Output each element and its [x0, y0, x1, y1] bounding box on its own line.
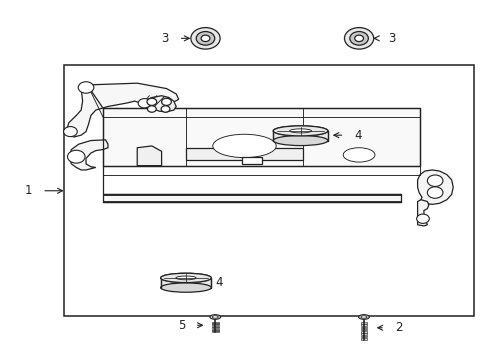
- Ellipse shape: [176, 276, 196, 280]
- Bar: [360, 329, 366, 330]
- Bar: [211, 326, 218, 327]
- Polygon shape: [242, 157, 261, 164]
- Bar: [360, 338, 366, 339]
- Circle shape: [67, 150, 85, 163]
- Circle shape: [344, 28, 373, 49]
- Circle shape: [427, 187, 442, 198]
- Text: 2: 2: [394, 321, 401, 334]
- Circle shape: [427, 175, 442, 186]
- Bar: [211, 322, 218, 323]
- Text: 3: 3: [387, 32, 395, 45]
- Circle shape: [147, 106, 156, 112]
- Ellipse shape: [358, 315, 368, 319]
- Polygon shape: [137, 146, 161, 166]
- Bar: [360, 336, 366, 337]
- Polygon shape: [66, 83, 178, 137]
- Ellipse shape: [343, 148, 374, 162]
- Text: 4: 4: [215, 276, 223, 289]
- Circle shape: [354, 35, 363, 41]
- Ellipse shape: [289, 129, 311, 133]
- Circle shape: [349, 32, 367, 45]
- Polygon shape: [103, 108, 419, 166]
- Bar: [211, 323, 218, 324]
- Polygon shape: [417, 200, 428, 226]
- Bar: [360, 324, 366, 326]
- Polygon shape: [69, 140, 108, 170]
- Text: 5: 5: [177, 319, 184, 332]
- Ellipse shape: [360, 316, 366, 318]
- Bar: [360, 331, 366, 333]
- Circle shape: [201, 35, 209, 41]
- Circle shape: [196, 32, 214, 45]
- Bar: [360, 322, 366, 324]
- Circle shape: [161, 98, 171, 105]
- Ellipse shape: [273, 135, 327, 145]
- Text: 4: 4: [353, 129, 361, 142]
- Bar: [211, 330, 218, 331]
- Ellipse shape: [212, 316, 218, 318]
- Circle shape: [138, 99, 151, 108]
- Text: 1: 1: [25, 184, 32, 197]
- Polygon shape: [273, 131, 327, 140]
- Circle shape: [78, 82, 94, 93]
- Circle shape: [190, 28, 220, 49]
- Circle shape: [161, 106, 169, 112]
- Text: 3: 3: [161, 32, 168, 45]
- Circle shape: [147, 98, 157, 105]
- Ellipse shape: [160, 273, 211, 283]
- Ellipse shape: [209, 315, 220, 319]
- Polygon shape: [417, 170, 452, 204]
- Polygon shape: [160, 278, 211, 288]
- Ellipse shape: [160, 273, 211, 283]
- Ellipse shape: [212, 134, 276, 158]
- Bar: [64, 65, 473, 316]
- Circle shape: [416, 214, 428, 224]
- Ellipse shape: [273, 126, 327, 136]
- Circle shape: [63, 127, 77, 136]
- Bar: [211, 324, 218, 325]
- Bar: [211, 327, 218, 328]
- Ellipse shape: [160, 283, 211, 292]
- Polygon shape: [140, 96, 176, 112]
- Bar: [360, 327, 366, 328]
- Bar: [360, 333, 366, 335]
- Polygon shape: [185, 148, 303, 160]
- Bar: [211, 329, 218, 330]
- Polygon shape: [103, 194, 400, 202]
- Ellipse shape: [273, 126, 327, 136]
